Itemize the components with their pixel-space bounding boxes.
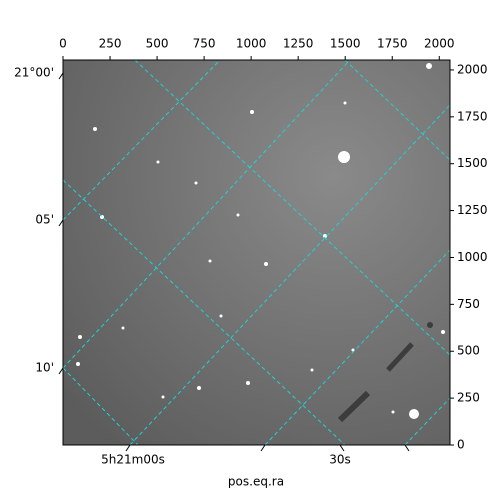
ra-tick-label: 5h21m00s (101, 453, 165, 467)
y-tick-label: 250 (457, 391, 480, 405)
dec-tick-label: 10' (35, 361, 54, 375)
plot-frame (62, 59, 451, 446)
x-tick-label: 1000 (236, 37, 267, 51)
ra-tick-label: 30s (329, 453, 351, 467)
y-tick-label: 1250 (457, 203, 488, 217)
x-tick-label: 1250 (283, 37, 314, 51)
dec-tick-label: 21°00' (14, 66, 54, 80)
y-tick-label: 1750 (457, 109, 488, 123)
x-tick-label: 500 (146, 37, 169, 51)
y-tick-label: 0 (457, 438, 465, 452)
y-tick-label: 750 (457, 297, 480, 311)
x-tick-label: 2000 (424, 37, 455, 51)
y-tick-label: 2000 (457, 62, 488, 76)
x-tick-label: 250 (99, 37, 122, 51)
y-tick-label: 500 (457, 344, 480, 358)
sky-image (63, 60, 450, 445)
x-tick-label: 0 (59, 37, 67, 51)
dec-tick-label: 05' (35, 213, 54, 227)
x-axis-label: pos.eq.ra (228, 475, 284, 489)
x-tick-label: 750 (193, 37, 216, 51)
y-tick-label: 1000 (457, 250, 488, 264)
x-tick-label: 1750 (377, 37, 408, 51)
y-tick-label: 1500 (457, 156, 488, 170)
x-tick-label: 1500 (330, 37, 361, 51)
